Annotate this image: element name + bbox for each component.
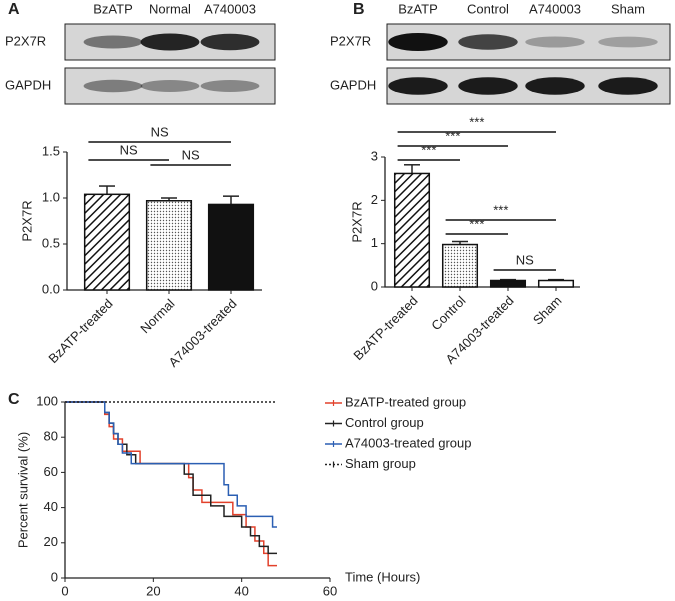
y-axis-label: P2X7R	[349, 201, 364, 242]
y-tick-label: 60	[44, 464, 58, 479]
x-tick-label: Sham	[530, 293, 565, 328]
significance-label: ***	[469, 216, 484, 231]
blot-band	[525, 77, 585, 95]
lane-label: Sham	[611, 1, 645, 16]
x-tick-label: 60	[323, 583, 337, 598]
legend-label: A74003-treated group	[345, 435, 471, 450]
y-tick-label: 1	[371, 235, 378, 250]
blot-band	[388, 33, 448, 51]
bar	[489, 279, 527, 288]
y-tick-label: 0	[371, 278, 378, 293]
blot-band	[200, 80, 260, 92]
legend-label: BzATP-treated group	[345, 394, 466, 409]
y-tick-label: 0.5	[42, 235, 60, 250]
y-tick-label: 40	[44, 499, 58, 514]
bar	[393, 172, 431, 288]
blot-band	[83, 35, 143, 49]
blot-row-label: P2X7R	[330, 33, 371, 48]
blot-band	[200, 33, 260, 51]
survival-curve	[65, 401, 277, 528]
y-axis-label: P2X7R	[19, 200, 34, 241]
significance-label: NS	[120, 142, 138, 157]
bar	[441, 243, 479, 288]
panel-label: C	[8, 391, 20, 408]
y-tick-label: 3	[371, 148, 378, 163]
panel-label: A	[8, 1, 20, 18]
blot-band	[458, 77, 518, 95]
y-tick-label: 2	[371, 192, 378, 207]
y-tick-label: 0	[51, 569, 58, 584]
x-tick-label: 20	[146, 583, 160, 598]
blot-band	[388, 77, 448, 95]
blot-band	[458, 34, 518, 50]
significance-label: ***	[421, 142, 436, 157]
bar	[145, 200, 193, 291]
x-tick-label: 0	[61, 583, 68, 598]
lane-label: BzATP	[93, 1, 133, 16]
blot-panel	[64, 67, 276, 105]
y-tick-label: 1.0	[42, 189, 60, 204]
survival-curve	[65, 401, 277, 567]
blot-band	[140, 80, 200, 92]
lane-label: BzATP	[398, 1, 438, 16]
significance-label: NS	[516, 252, 534, 267]
x-tick-label: BzATP-treated	[350, 293, 420, 363]
lane-label: A740003	[529, 1, 581, 16]
x-tick-label: 40	[234, 583, 248, 598]
x-tick-label: BzATP-treated	[45, 296, 115, 366]
significance-label: NS	[151, 124, 169, 139]
y-axis-label: Percent survival (%)	[15, 432, 30, 548]
blot-band	[598, 36, 658, 48]
bar	[537, 279, 575, 288]
x-tick-label: Normal	[137, 296, 177, 336]
blot-row-label: P2X7R	[5, 33, 46, 48]
blot-row-label: GAPDH	[330, 77, 376, 92]
lane-label: Control	[467, 1, 509, 16]
significance-label: ***	[469, 114, 484, 129]
significance-label: NS	[182, 147, 200, 162]
survival-curve	[65, 401, 277, 555]
blot-band	[83, 79, 143, 93]
blot-band	[525, 36, 585, 48]
legend-label: Sham group	[345, 456, 416, 471]
significance-label: ***	[493, 202, 508, 217]
y-tick-label: 20	[44, 534, 58, 549]
y-tick-label: 80	[44, 429, 58, 444]
bar	[207, 203, 255, 291]
panel-label: B	[353, 1, 365, 18]
y-tick-label: 1.5	[42, 143, 60, 158]
x-tick-label: Control	[428, 293, 468, 333]
lane-label: A740003	[204, 1, 256, 16]
y-tick-label: 100	[36, 393, 58, 408]
significance-label: ***	[445, 128, 460, 143]
y-tick-label: 0.0	[42, 281, 60, 296]
bar	[83, 193, 131, 291]
blot-band	[140, 33, 200, 51]
blot-row-label: GAPDH	[5, 77, 51, 92]
blot-band	[598, 77, 658, 95]
x-axis-label: Time (Hours)	[345, 569, 420, 584]
lane-label: Normal	[149, 1, 191, 16]
legend-label: Control group	[345, 415, 424, 430]
